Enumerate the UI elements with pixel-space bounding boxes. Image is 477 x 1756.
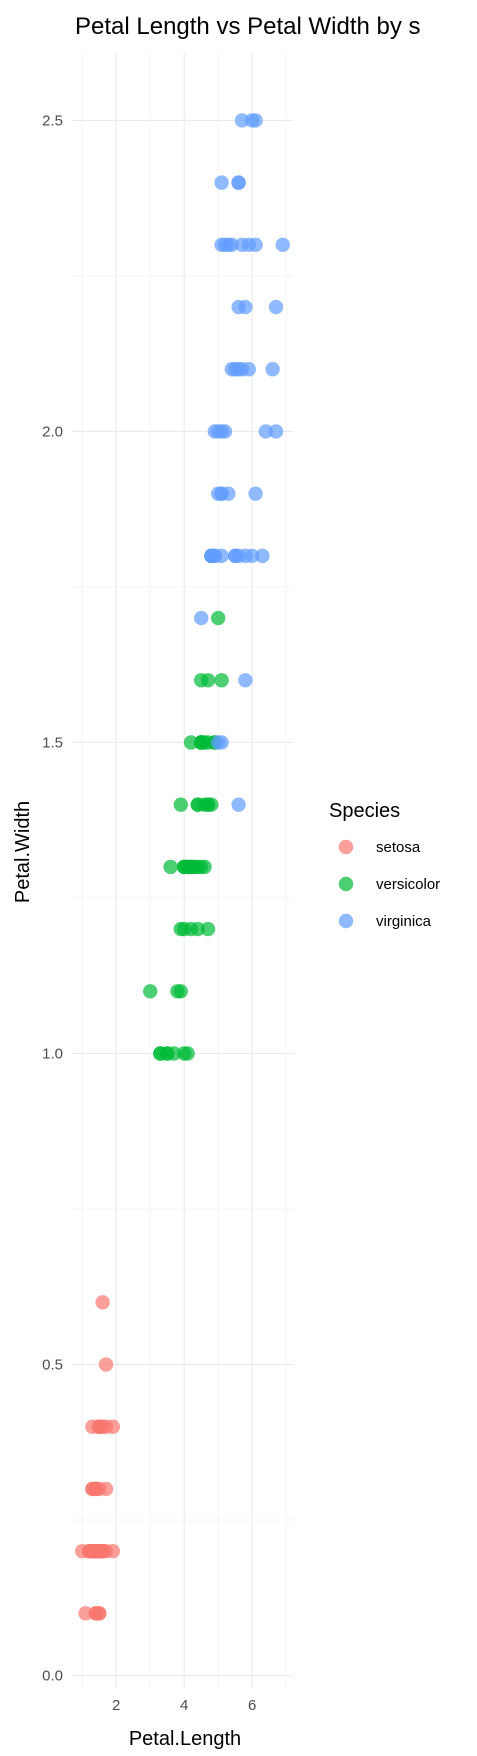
data-point [211,610,226,626]
legend-title: Species [329,800,400,822]
y-tick-label: 1.5 [42,734,63,751]
legend-label: versicolor [376,876,440,893]
major-gridlines [72,52,293,1688]
legend-key [338,876,354,892]
data-point [234,113,250,128]
y-tick-label: 0.5 [42,1357,63,1374]
data-point [214,673,229,688]
data-point [143,984,158,999]
x-tick-label: 2 [112,1697,120,1714]
x-axis-title: Petal.Length [129,1728,241,1750]
legend-key [338,839,354,855]
data-point [183,921,199,937]
data-point [217,424,233,439]
legend-item-versicolor: versicolor [338,876,440,893]
data-point [248,486,263,501]
data-point [231,299,246,315]
series-versicolor [143,548,229,1061]
y-axis-tick-labels: 0.0 0.5 1.0 1.5 2.0 2.5 [42,112,63,1684]
data-point [153,1046,168,1061]
x-tick-label: 6 [248,1697,256,1714]
x-axis-tick-labels: 2 4 6 [112,1697,256,1714]
data-point [163,859,178,875]
data-point [238,673,253,688]
data-point [255,548,270,564]
x-tick-label: 4 [180,1697,188,1714]
data-point [275,237,290,253]
data-point [88,1543,104,1559]
data-point [197,797,212,812]
data-point [95,1295,110,1310]
data-point [207,424,222,439]
data-point [180,1046,195,1061]
data-point [200,921,216,937]
data-point [224,237,239,253]
data-point [241,237,256,253]
data-point [180,859,195,875]
data-point [231,797,246,812]
series-virginica [194,113,290,812]
data-point [248,113,263,128]
data-point [214,548,229,564]
data-point [170,984,185,999]
data-point [200,735,216,750]
data-point [214,175,229,190]
y-axis-title: Petal.Width [12,801,34,903]
data-points [75,113,290,1621]
data-point [88,1606,104,1621]
data-point [268,424,284,439]
data-point [78,1606,93,1621]
data-point [214,735,229,750]
legend-label: setosa [376,839,421,856]
chart-title: Petal Length vs Petal Width by s [75,13,421,40]
data-point [183,735,199,750]
minor-gridlines [72,52,293,1688]
legend-item-setosa: setosa [338,839,421,856]
data-point [228,548,243,564]
data-point [194,610,209,626]
data-point [211,486,226,501]
legend-label: virginica [376,913,432,930]
data-point [245,548,260,564]
data-point [258,424,273,439]
y-tick-label: 2.0 [42,423,63,440]
data-point [105,1419,121,1434]
y-tick-label: 1.0 [42,1046,63,1063]
data-point [98,1357,114,1372]
data-point [92,1419,107,1434]
data-point [166,1046,182,1061]
data-point [224,362,239,377]
y-tick-label: 0.0 [42,1668,63,1685]
legend: Species setosa versicolor virginica [329,800,440,930]
data-point [88,1481,104,1497]
data-point [265,362,280,377]
data-point [231,175,246,190]
data-point [173,797,188,812]
data-point [194,673,209,688]
data-point [105,1543,121,1559]
legend-items: setosa versicolor virginica [338,839,440,930]
series-setosa [75,1295,121,1621]
legend-item-virginica: virginica [338,913,432,930]
data-point [204,548,219,564]
legend-key [338,913,354,929]
y-tick-label: 2.5 [42,112,63,129]
data-point [268,299,284,315]
